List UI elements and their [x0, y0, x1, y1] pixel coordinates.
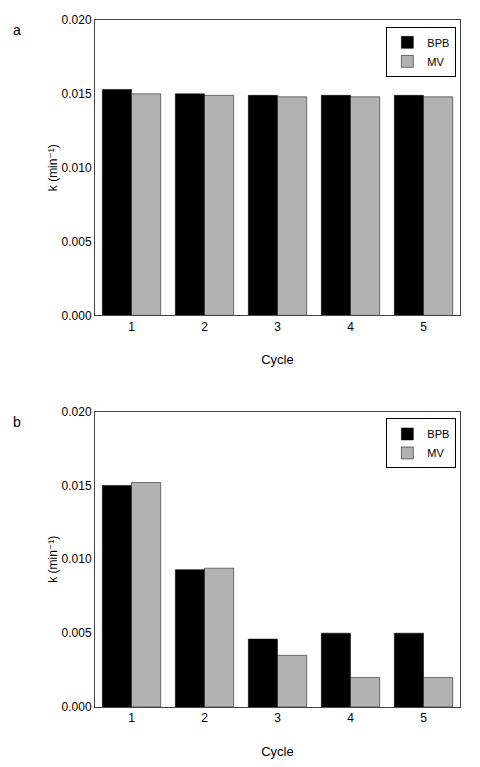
svg-text:MV: MV: [427, 56, 444, 68]
svg-text:2: 2: [201, 711, 208, 725]
svg-text:0.005: 0.005: [62, 235, 92, 249]
svg-text:k (min⁻¹): k (min⁻¹): [46, 536, 60, 583]
svg-text:b: b: [13, 414, 21, 430]
svg-text:BPB: BPB: [427, 428, 449, 440]
svg-text:4: 4: [347, 711, 354, 725]
svg-text:k (min⁻¹): k (min⁻¹): [46, 144, 60, 191]
svg-text:0.000: 0.000: [62, 700, 92, 714]
svg-text:Cycle: Cycle: [261, 744, 294, 759]
svg-text:4: 4: [347, 320, 354, 334]
svg-text:MV: MV: [427, 447, 444, 459]
svg-text:2: 2: [201, 320, 208, 334]
svg-text:5: 5: [420, 711, 427, 725]
svg-text:0.005: 0.005: [62, 626, 92, 640]
svg-text:3: 3: [274, 711, 281, 725]
svg-text:BPB: BPB: [427, 37, 449, 49]
svg-text:Cycle: Cycle: [261, 352, 294, 367]
svg-text:0.015: 0.015: [62, 479, 92, 493]
svg-text:1: 1: [128, 711, 135, 725]
svg-text:0.010: 0.010: [62, 161, 92, 175]
svg-text:0.015: 0.015: [62, 87, 92, 101]
svg-text:0.020: 0.020: [62, 405, 92, 419]
svg-text:a: a: [13, 22, 21, 38]
svg-text:0.000: 0.000: [62, 309, 92, 323]
svg-text:0.010: 0.010: [62, 552, 92, 566]
svg-text:5: 5: [420, 320, 427, 334]
svg-text:3: 3: [274, 320, 281, 334]
svg-text:0.020: 0.020: [62, 13, 92, 27]
svg-text:1: 1: [128, 320, 135, 334]
